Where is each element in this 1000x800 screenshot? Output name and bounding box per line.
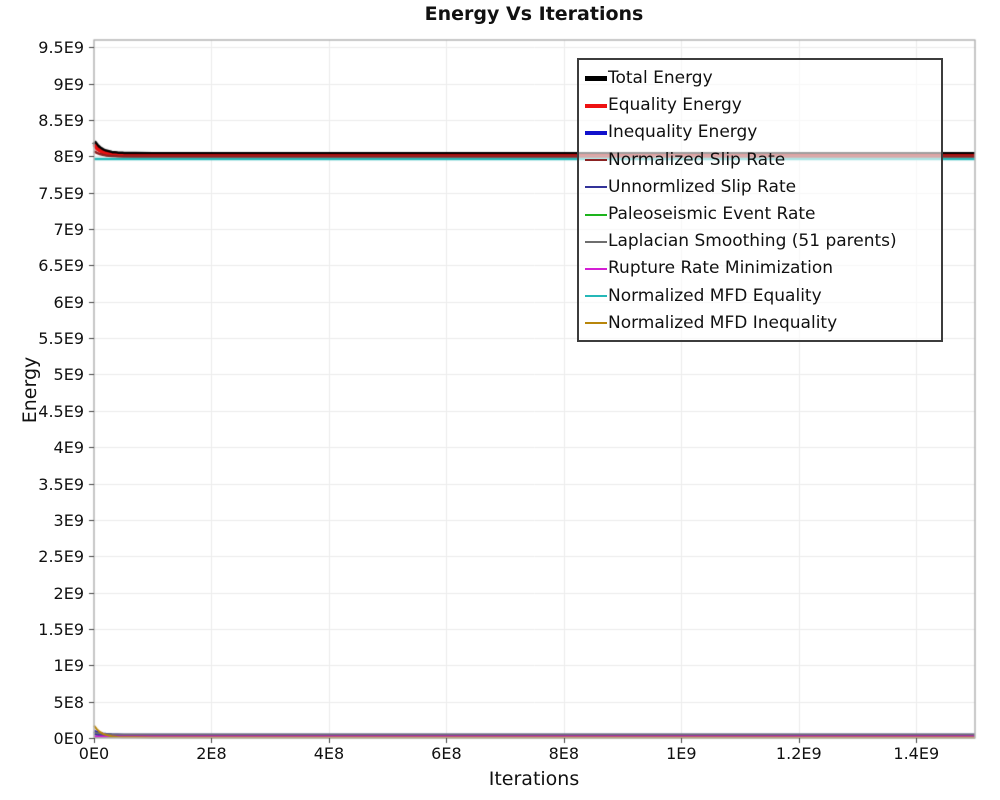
legend-item-label: Normalized Slip Rate xyxy=(608,149,786,170)
legend-item-label: Laplacian Smoothing (51 parents) xyxy=(608,231,897,252)
y-tick-label: 1.5E9 xyxy=(38,619,84,639)
x-axis-label: Iterations xyxy=(488,768,580,790)
y-tick-label: 9E9 xyxy=(53,74,84,94)
legend-item-label: Unnormlized Slip Rate xyxy=(608,176,797,197)
y-tick-label: 8E9 xyxy=(53,147,84,167)
legend-swatch-line xyxy=(585,213,607,216)
legend-item-label: Inequality Energy xyxy=(608,122,758,143)
legend-item: Paleoseismic Event Rate xyxy=(585,201,941,228)
x-tick-label: 0E0 xyxy=(78,744,110,763)
legend-swatch-line xyxy=(585,104,607,108)
legend-item: Normalized MFD Inequality xyxy=(585,310,941,337)
legend-item-label: Total Energy xyxy=(608,68,713,89)
legend-swatch-line xyxy=(585,240,607,243)
y-tick-label: 4.5E9 xyxy=(38,401,84,421)
legend-item: Unnormlized Slip Rate xyxy=(585,174,941,201)
y-tick-label: 5E9 xyxy=(53,365,84,385)
y-tick-label: 6.5E9 xyxy=(38,256,84,276)
x-tick-label: 2E8 xyxy=(196,744,227,763)
legend-swatch-line xyxy=(585,76,607,81)
x-tick-label: 1.4E9 xyxy=(893,744,940,763)
legend-item: Total Energy xyxy=(585,65,941,92)
x-tick-label: 1.2E9 xyxy=(775,744,822,763)
y-tick-label: 6E9 xyxy=(53,292,84,312)
legend-swatch-line xyxy=(585,294,607,298)
legend-item: Equality Energy xyxy=(585,92,941,119)
chart-title: Energy Vs Iterations xyxy=(424,3,644,25)
legend-item-label: Rupture Rate Minimization xyxy=(608,258,833,279)
legend-item-label: Paleoseismic Event Rate xyxy=(608,204,816,225)
legend-swatch-line xyxy=(585,186,607,189)
y-tick-label: 7E9 xyxy=(53,220,84,240)
x-tick-label: 1E9 xyxy=(666,744,697,763)
legend-item: Inequality Energy xyxy=(585,119,941,146)
legend-swatch-line xyxy=(585,131,607,135)
legend-item: Rupture Rate Minimization xyxy=(585,255,941,282)
legend-item: Laplacian Smoothing (51 parents) xyxy=(585,228,941,255)
legend-item-label: Normalized MFD Inequality xyxy=(608,312,838,333)
y-tick-label: 8.5E9 xyxy=(38,110,84,130)
y-tick-label: 3.5E9 xyxy=(38,474,84,494)
legend-item: Normalized MFD Equality xyxy=(585,283,941,310)
legend-swatch-line xyxy=(585,158,607,162)
y-tick-label: 3E9 xyxy=(53,510,84,530)
y-tick-label: 2E9 xyxy=(53,583,84,603)
y-tick-label: 5E8 xyxy=(53,692,84,712)
x-tick-label: 4E8 xyxy=(313,744,345,763)
legend-item-label: Equality Energy xyxy=(608,95,742,116)
y-tick-label: 4E9 xyxy=(53,438,84,458)
chart-legend: Total Energy Equality Energy Inequality En… xyxy=(577,58,943,342)
x-tick-label: 8E8 xyxy=(548,744,580,763)
legend-item-label: Normalized MFD Equality xyxy=(608,285,822,306)
legend-swatch-line xyxy=(585,322,607,325)
y-tick-label: 9.5E9 xyxy=(38,38,84,58)
y-tick-label: 0E0 xyxy=(53,729,84,748)
x-tick-label: 6E8 xyxy=(431,744,462,763)
y-tick-label: 7.5E9 xyxy=(38,183,84,203)
legend-item: Normalized Slip Rate xyxy=(585,147,941,174)
legend-swatch-line xyxy=(585,267,607,270)
y-tick-label: 1E9 xyxy=(53,656,84,676)
y-tick-label: 2.5E9 xyxy=(38,547,84,567)
y-tick-label: 5.5E9 xyxy=(38,329,84,349)
